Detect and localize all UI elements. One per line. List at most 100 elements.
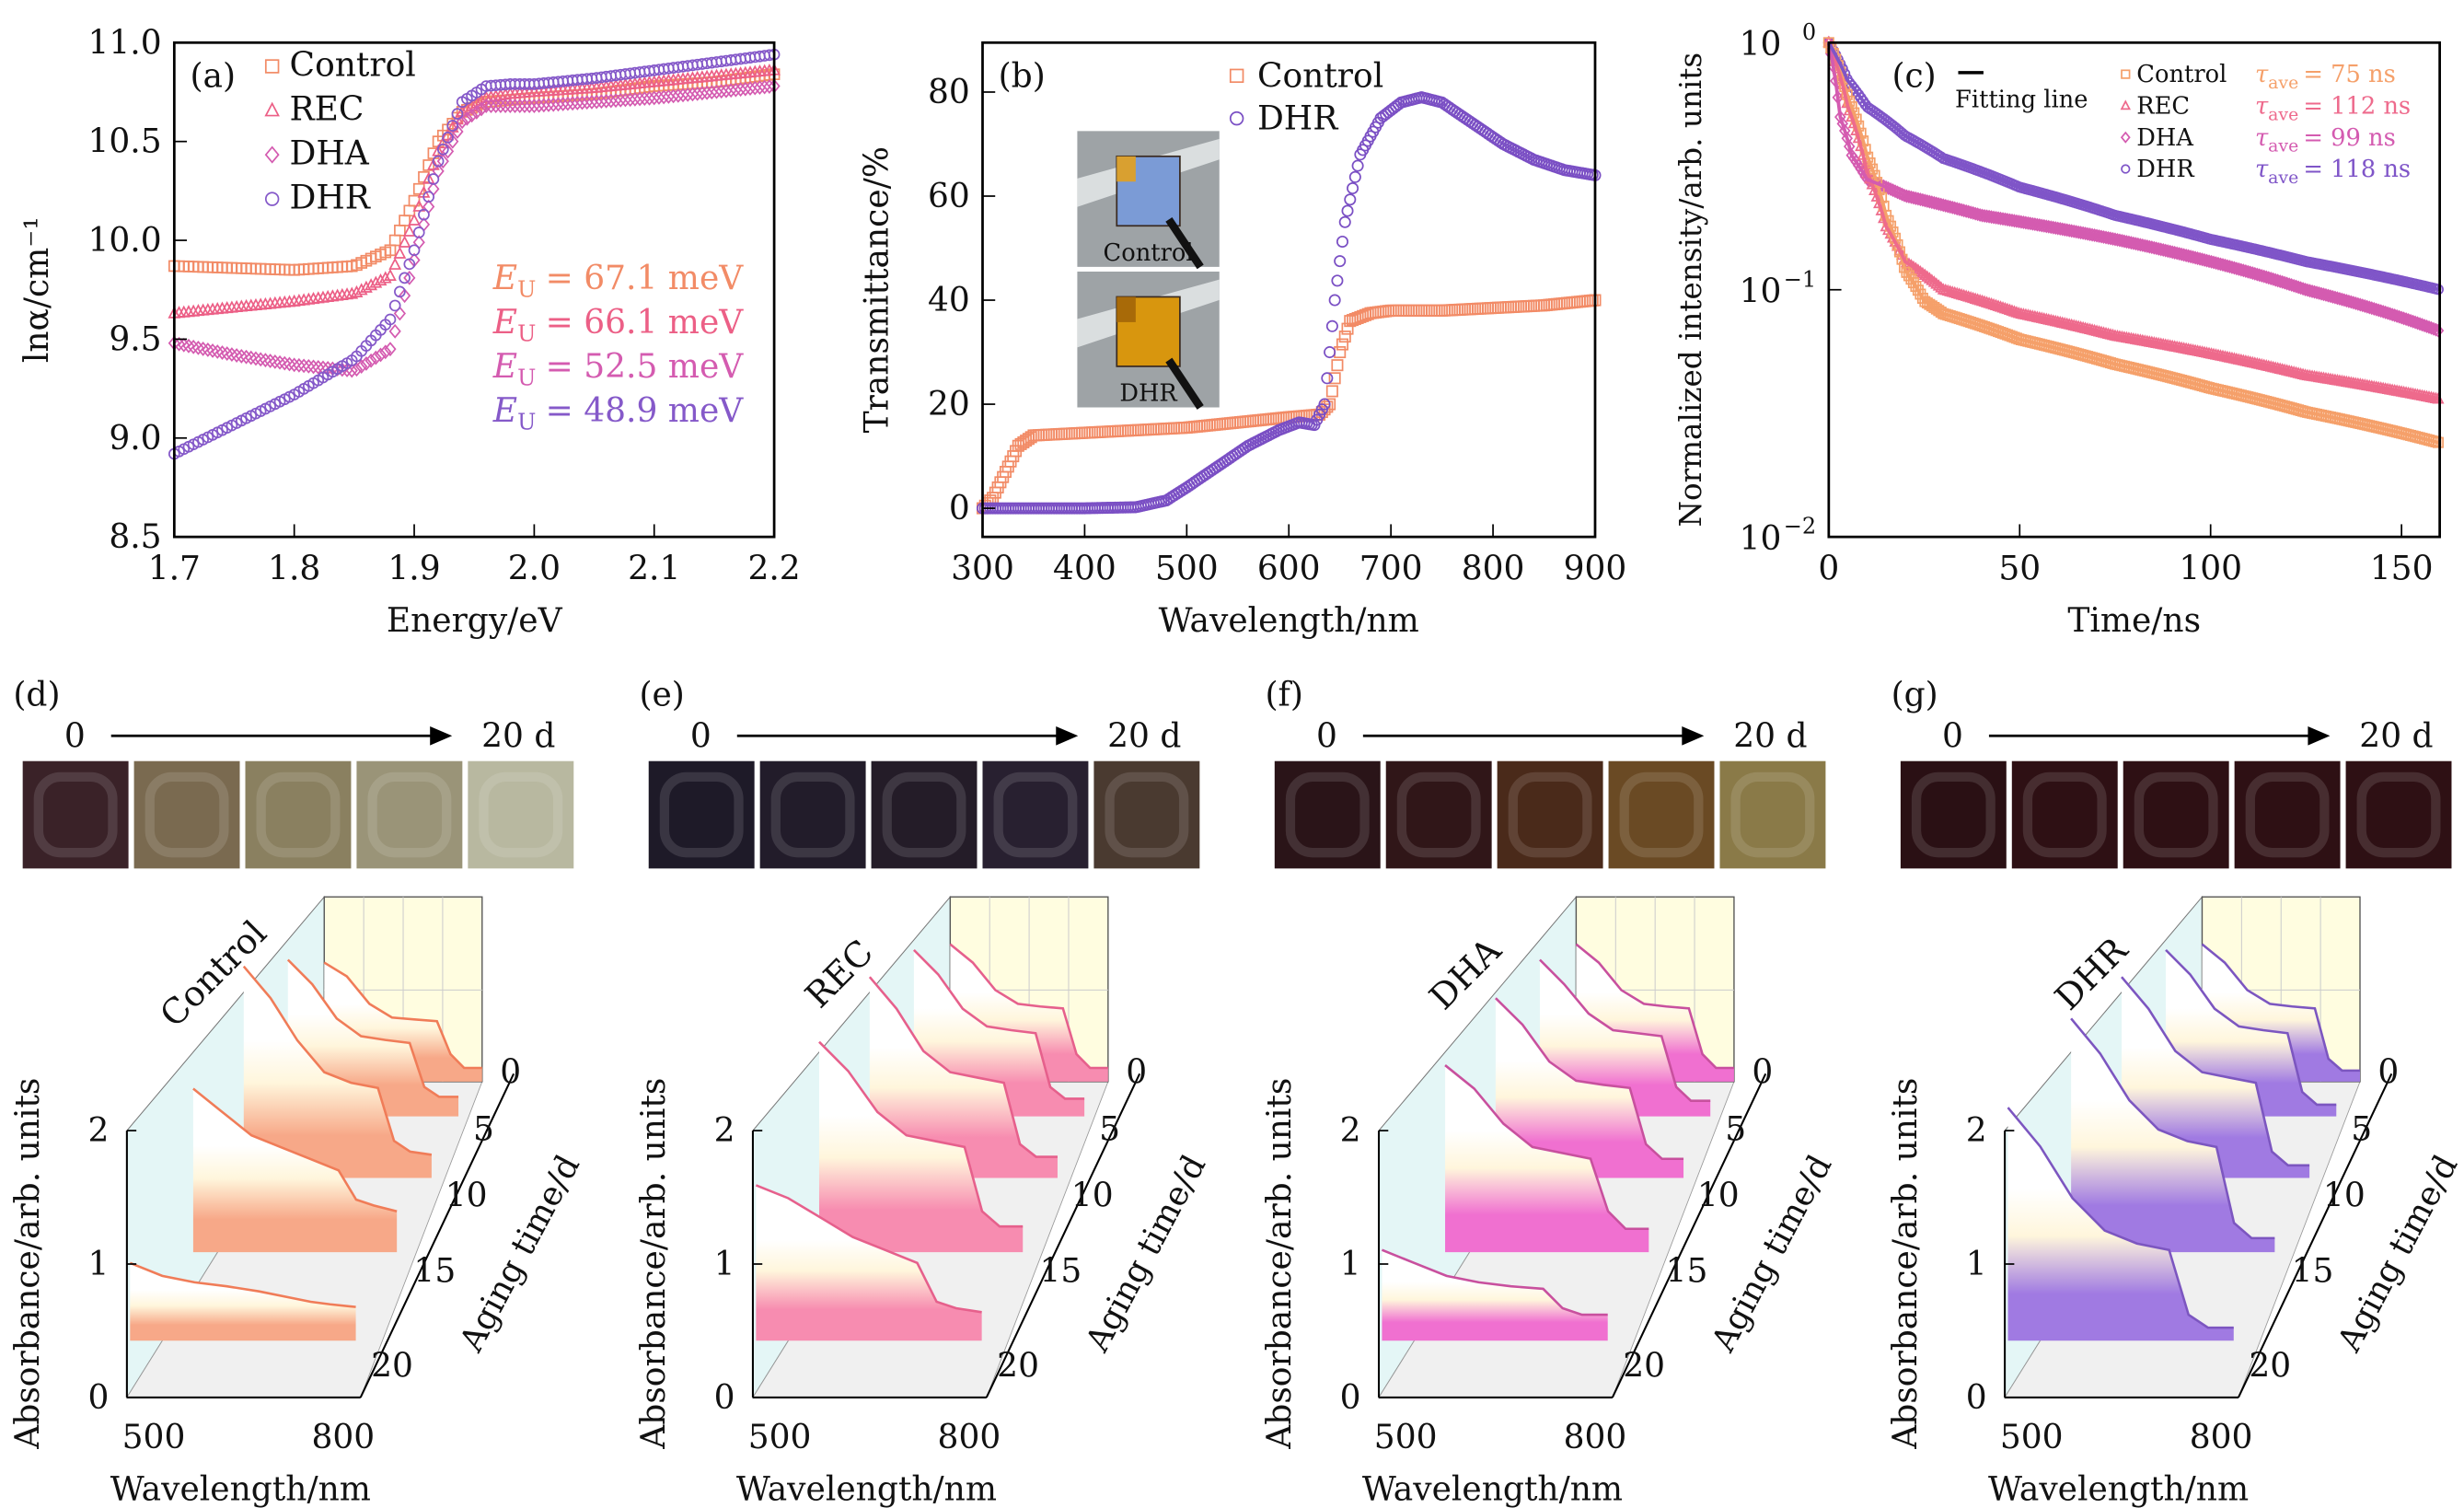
data-point bbox=[705, 85, 718, 100]
y-tick-label: 10 bbox=[1740, 273, 1782, 310]
y-tick-exponent: 0 bbox=[1802, 19, 1816, 45]
data-point bbox=[426, 157, 440, 170]
x-tick-label: 500 bbox=[1374, 1419, 1438, 1456]
data-point bbox=[624, 92, 637, 108]
photo-highlight bbox=[2134, 771, 2218, 858]
panel-b: 300 400 500 600 700 800 900 0 20 40 60 80 Wavelength… bbox=[859, 41, 1626, 640]
y-axis-label: Absorbance/arb. units bbox=[1261, 1078, 1299, 1450]
photo-film bbox=[2011, 760, 2118, 869]
z-tick-label: 5 bbox=[1099, 1110, 1120, 1148]
photo-highlight bbox=[1619, 771, 1704, 858]
spectrum-day-20 bbox=[1381, 1248, 1608, 1341]
data-point bbox=[518, 99, 531, 113]
y-axis-label: Absorbance/arb. units bbox=[635, 1078, 673, 1450]
film-edge bbox=[1116, 296, 1136, 322]
timeline-start: 0 bbox=[1316, 717, 1337, 755]
legend-label: DHR bbox=[290, 179, 371, 216]
photo-film bbox=[2123, 760, 2229, 869]
photo-highlight bbox=[2356, 771, 2441, 858]
data-point bbox=[619, 92, 632, 108]
panel-label: (c) bbox=[1891, 57, 1936, 95]
x-tick-label: 800 bbox=[311, 1419, 375, 1456]
data-point bbox=[403, 204, 416, 217]
text-part: ave bbox=[2268, 168, 2298, 188]
photo-film bbox=[245, 760, 352, 869]
data-point bbox=[1331, 359, 1344, 372]
eu-annotation: EU = 66.1 meV bbox=[492, 304, 744, 347]
photo-highlight bbox=[256, 771, 341, 858]
spectrum-area bbox=[818, 1041, 1024, 1253]
y-tick-label: 0 bbox=[1340, 1379, 1361, 1417]
data-point bbox=[1328, 372, 1341, 385]
data-point bbox=[748, 80, 761, 96]
fitting-line bbox=[1827, 41, 2441, 292]
data-point bbox=[1341, 204, 1354, 217]
aging-photo bbox=[2234, 760, 2341, 869]
x-axis-label: Wavelength/nm bbox=[736, 1470, 997, 1508]
z-tick-label: 15 bbox=[413, 1253, 456, 1291]
x-tick-label: 2.0 bbox=[508, 550, 561, 587]
inset-label: Control bbox=[1104, 239, 1194, 267]
y-tick-label: 1 bbox=[88, 1246, 110, 1283]
legend-label: Fitting line bbox=[1955, 87, 2088, 114]
aging-photo bbox=[1497, 760, 1603, 869]
spectrum-day-10 bbox=[868, 976, 1058, 1178]
data-point bbox=[484, 99, 498, 113]
data-point bbox=[379, 344, 392, 360]
fitting-line bbox=[1827, 41, 2440, 401]
photo-film bbox=[759, 760, 866, 869]
fitting-line bbox=[1827, 41, 2441, 445]
text-part: = 48.9 meV bbox=[546, 392, 745, 430]
spectrum-day-20 bbox=[2007, 1107, 2234, 1341]
y-tick-label: 1 bbox=[1966, 1246, 1987, 1283]
photo-film bbox=[871, 760, 978, 869]
data-point bbox=[394, 224, 406, 237]
data-point bbox=[408, 244, 421, 257]
legend-marker bbox=[1229, 68, 1244, 84]
legend-marker bbox=[2121, 69, 2131, 79]
data-point bbox=[691, 86, 704, 101]
tau-annotation: τave = 99 ns bbox=[2255, 124, 2396, 157]
aging-photo bbox=[22, 760, 129, 869]
data-point bbox=[264, 354, 277, 368]
spectrum-line bbox=[755, 1184, 982, 1314]
z-tick-label: 0 bbox=[1752, 1054, 1773, 1092]
tweezers bbox=[1165, 217, 1204, 270]
data-point bbox=[724, 83, 737, 99]
spectrum-area bbox=[1495, 998, 1684, 1178]
y-tick-label: 0 bbox=[88, 1379, 110, 1417]
data-point bbox=[422, 191, 435, 203]
data-point bbox=[388, 234, 401, 247]
y-tick-label: 80 bbox=[928, 74, 970, 111]
data-point bbox=[696, 86, 709, 101]
aging-photo bbox=[245, 760, 352, 869]
data-point bbox=[575, 95, 589, 110]
aging-photo bbox=[648, 760, 755, 869]
timeline-end: 20 d bbox=[2359, 717, 2433, 755]
y-axis-label: Normalized intensity/arb. units bbox=[1673, 52, 1708, 528]
legend-label: DHR bbox=[1257, 100, 1338, 138]
z-axis bbox=[359, 1073, 515, 1398]
photo-highlight bbox=[659, 771, 744, 858]
z-tick-label: 15 bbox=[1666, 1253, 1708, 1291]
data-point bbox=[432, 144, 445, 157]
photo-film bbox=[133, 760, 240, 869]
photo-film bbox=[1385, 760, 1492, 869]
data-point bbox=[369, 275, 383, 288]
panel-label: (e) bbox=[639, 677, 684, 714]
data-point bbox=[672, 87, 685, 103]
data-point bbox=[398, 235, 411, 248]
y-tick-label: 1 bbox=[714, 1246, 735, 1283]
data-point bbox=[436, 154, 449, 169]
data-point bbox=[710, 84, 723, 99]
data-point bbox=[278, 355, 291, 371]
y-tick-label: 0 bbox=[949, 490, 970, 528]
data-point bbox=[566, 96, 579, 111]
data-point bbox=[341, 363, 353, 377]
data-point bbox=[384, 342, 397, 357]
data-point bbox=[307, 359, 320, 375]
text-part: = 75 ns bbox=[2303, 61, 2395, 88]
data-point bbox=[532, 98, 546, 113]
y-tick-label: 9.5 bbox=[109, 320, 161, 358]
